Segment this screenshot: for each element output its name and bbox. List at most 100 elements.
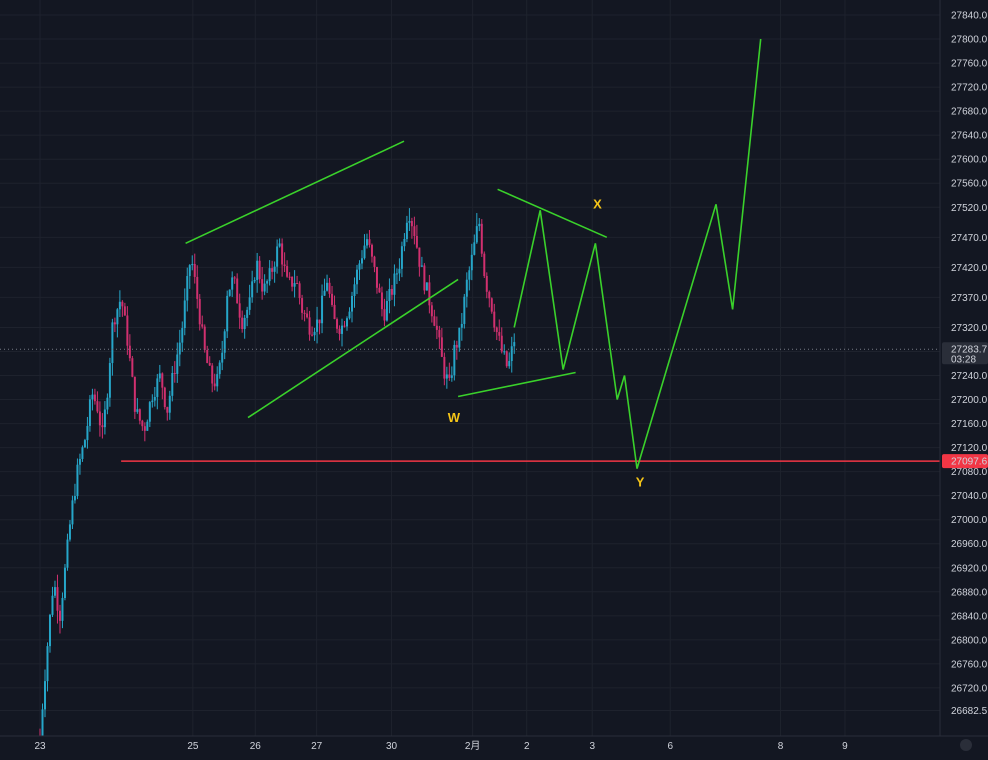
- candle-body: [228, 289, 231, 296]
- trend-drawings[interactable]: [185, 38, 762, 469]
- candle-body: [86, 425, 89, 441]
- price-tick-label: 26760.0: [951, 659, 988, 670]
- candle-body: [328, 282, 331, 294]
- candle-body: [91, 394, 94, 400]
- candle-body: [308, 317, 311, 335]
- candle-body: [316, 319, 319, 332]
- candle-body: [146, 421, 149, 431]
- candle-body: [126, 315, 129, 346]
- price-tick-label: 27040.0: [951, 491, 988, 502]
- candle-body: [48, 614, 51, 647]
- candle-body: [121, 301, 124, 307]
- price-tick-label: 26682.5: [951, 706, 988, 717]
- candle-body: [141, 420, 144, 427]
- price-tick-label: 27320.0: [951, 323, 988, 334]
- wedge-lower: [457, 371, 576, 398]
- candle-body: [173, 372, 176, 374]
- candle-body: [73, 496, 76, 501]
- candle-body: [51, 595, 54, 615]
- countdown-label: 03:28: [951, 354, 976, 365]
- candle-body: [378, 287, 381, 293]
- price-tick-label: 26920.0: [951, 563, 988, 574]
- auto-scale-icon: [960, 739, 972, 751]
- candle-body: [116, 309, 119, 325]
- time-tick-label: 9: [842, 741, 848, 752]
- candle-body: [373, 256, 376, 267]
- candle-body: [433, 316, 436, 326]
- candle-body: [395, 273, 398, 275]
- price-tick-label: 27720.0: [951, 83, 988, 94]
- candle-body: [495, 327, 498, 333]
- candle-body: [128, 345, 131, 359]
- time-axis[interactable]: 23 25 26 27 30 2月 2 3 6 8 9: [0, 735, 988, 755]
- candle-body: [56, 587, 59, 611]
- time-tick-label: 23: [34, 741, 46, 752]
- candle-body: [488, 291, 491, 299]
- candle-body: [370, 244, 373, 257]
- grid: [0, 0, 940, 736]
- wedge-upper: [497, 188, 608, 239]
- candle-body: [156, 378, 159, 397]
- candle-body: [131, 358, 134, 377]
- candle-body: [88, 399, 91, 426]
- candle-body: [113, 322, 116, 325]
- channel-lower: [247, 278, 459, 419]
- candle-body: [96, 401, 99, 412]
- candle-body: [216, 374, 219, 387]
- candle-body: [223, 331, 226, 353]
- candle-body: [46, 646, 49, 682]
- candle-body: [108, 363, 111, 398]
- candle-body: [403, 238, 406, 247]
- candle-body: [468, 270, 471, 280]
- candle-body: [430, 305, 433, 317]
- candle-body: [415, 235, 418, 248]
- price-tick-label: 27600.0: [951, 155, 988, 166]
- candle-body: [498, 332, 501, 336]
- candle-body: [353, 284, 356, 296]
- candle-body: [136, 409, 139, 412]
- price-tick-label: 27560.0: [951, 179, 988, 190]
- candle-body: [83, 440, 86, 448]
- candle-body: [41, 709, 44, 737]
- candle-body: [500, 335, 503, 352]
- candle-body: [348, 311, 351, 319]
- candle-body: [385, 300, 388, 321]
- candle-body: [465, 279, 468, 297]
- price-axis-panel: [940, 0, 988, 755]
- candle-body: [375, 266, 378, 288]
- candle-body: [231, 277, 234, 290]
- candle-body: [208, 362, 211, 366]
- candle-body: [365, 239, 368, 246]
- candle-body: [291, 276, 294, 287]
- candle-body: [413, 226, 416, 236]
- price-tick-label: 27120.0: [951, 443, 988, 454]
- candle-body: [440, 337, 443, 357]
- candle-body: [206, 350, 209, 363]
- candle-body: [443, 356, 446, 379]
- candle-body: [213, 383, 216, 387]
- price-axis[interactable]: 27840.0 27800.0 27760.0 27720.0 27680.0 27640…: [939, 0, 988, 755]
- price-tick-label: 27420.0: [951, 263, 988, 274]
- candle-body: [163, 387, 166, 408]
- candle-body: [101, 425, 104, 428]
- candle-body: [133, 376, 136, 412]
- time-tick-label: 2: [524, 741, 530, 752]
- wave-label-x: X: [593, 196, 602, 211]
- candle-body: [296, 283, 299, 285]
- candle-body: [410, 221, 413, 227]
- candle-body: [435, 325, 438, 330]
- candle-body: [336, 319, 339, 329]
- candle-body: [438, 329, 441, 338]
- candle-body: [158, 373, 161, 379]
- candle-body: [293, 283, 296, 287]
- price-tick-label: 27200.0: [951, 395, 988, 406]
- candle-body: [178, 342, 181, 355]
- time-tick-label: 26: [250, 741, 262, 752]
- candle-body: [390, 289, 393, 295]
- candle-body: [298, 283, 301, 299]
- candle-body: [450, 375, 453, 378]
- candle-body: [341, 325, 344, 334]
- time-tick-label: 8: [778, 741, 784, 752]
